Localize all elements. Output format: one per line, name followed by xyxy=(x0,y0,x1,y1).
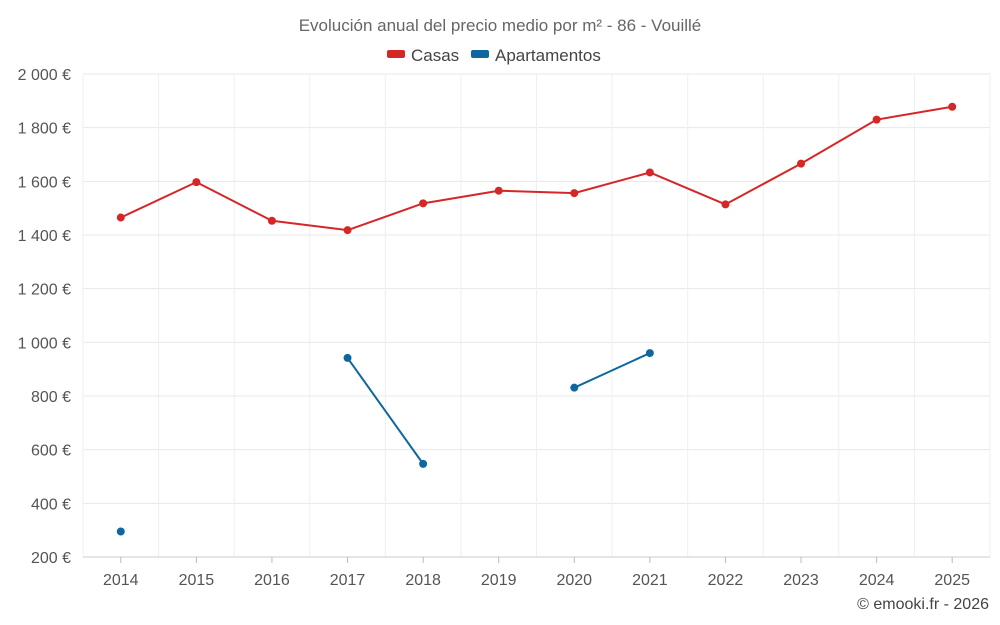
x-tick-label: 2014 xyxy=(103,572,139,589)
chart-title: Evolución anual del precio medio por m² … xyxy=(299,16,702,35)
legend-swatch-casas xyxy=(387,50,405,58)
x-tick-label: 2019 xyxy=(481,572,517,589)
legend-label-casas: Casas xyxy=(411,46,459,65)
grid xyxy=(82,73,991,558)
data-point-apartamentos[interactable] xyxy=(419,459,428,468)
y-tick-label: 1 600 € xyxy=(18,174,71,191)
y-tick-label: 1 400 € xyxy=(18,228,71,245)
x-tick-label: 2025 xyxy=(934,572,970,589)
data-point-apartamentos[interactable] xyxy=(343,353,352,362)
x-tick-label: 2020 xyxy=(556,572,592,589)
x-tick-label: 2022 xyxy=(708,572,744,589)
x-tick-label: 2015 xyxy=(179,572,215,589)
y-tick-label: 400 € xyxy=(31,496,71,513)
series-line-apartamentos xyxy=(573,352,651,389)
series-line-casas xyxy=(120,105,953,232)
axes: 200 € 400 € 600 € 800 € 1 000 € 1 200 € 1 400 … xyxy=(18,67,990,589)
data-point-casas[interactable] xyxy=(797,159,806,168)
y-tick-label: 600 € xyxy=(31,443,71,460)
y-tick-label: 1 000 € xyxy=(18,335,71,352)
y-tick-label: 200 € xyxy=(31,550,71,567)
data-point-casas[interactable] xyxy=(116,213,125,222)
data-point-apartamentos[interactable] xyxy=(570,383,579,392)
x-tick-label: 2018 xyxy=(405,572,441,589)
y-tick-label: 2 000 € xyxy=(18,67,71,84)
data-point-casas[interactable] xyxy=(494,186,503,195)
legend-item-casas[interactable]: Casas xyxy=(387,46,459,65)
x-tick-label: 2024 xyxy=(859,572,895,589)
series-layer xyxy=(116,102,957,536)
data-point-casas[interactable] xyxy=(872,115,881,124)
legend-item-apartamentos[interactable]: Apartamentos xyxy=(471,46,601,65)
legend-swatch-apartamentos xyxy=(471,50,489,58)
data-point-apartamentos[interactable] xyxy=(116,527,125,536)
y-tick-label: 1 800 € xyxy=(18,121,71,138)
y-tick-label: 1 200 € xyxy=(18,282,71,299)
data-point-casas[interactable] xyxy=(570,189,579,198)
y-tick-label: 800 € xyxy=(31,389,71,406)
legend: Casas Apartamentos xyxy=(387,46,601,65)
x-tick-label: 2016 xyxy=(254,572,290,589)
data-point-casas[interactable] xyxy=(645,168,654,177)
x-tick-label: 2023 xyxy=(783,572,819,589)
series-line-apartamentos xyxy=(346,357,424,465)
legend-label-apartamentos: Apartamentos xyxy=(495,46,601,65)
data-point-apartamentos[interactable] xyxy=(645,349,654,358)
data-point-casas[interactable] xyxy=(721,200,730,209)
data-point-casas[interactable] xyxy=(343,226,352,235)
data-point-casas[interactable] xyxy=(192,178,201,187)
x-tick-label: 2021 xyxy=(632,572,668,589)
x-tick-label: 2017 xyxy=(330,572,366,589)
data-point-casas[interactable] xyxy=(267,216,276,225)
credit-text: © emooki.fr - 2026 xyxy=(857,596,989,613)
data-point-casas[interactable] xyxy=(948,102,957,111)
data-point-casas[interactable] xyxy=(419,199,428,208)
